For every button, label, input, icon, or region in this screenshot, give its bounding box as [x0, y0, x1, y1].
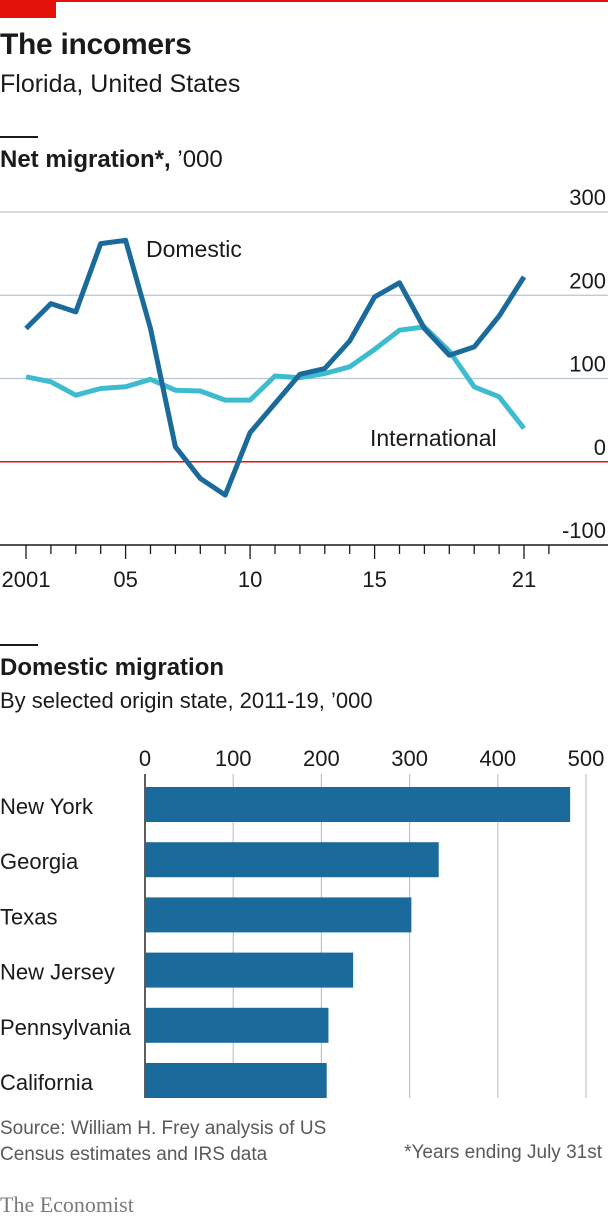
top-red-line	[0, 0, 608, 2]
x-tick-label: 21	[512, 567, 536, 592]
bar-chart-title: Domestic migration	[0, 654, 225, 681]
line-chart-series-labels: Domestic International	[146, 236, 497, 451]
line-chart-title-bold: Net migration*,	[0, 146, 171, 173]
bar	[145, 897, 412, 933]
bar	[145, 1007, 329, 1043]
x-tick-label: 300	[391, 746, 428, 771]
bar-chart-grid	[144, 774, 587, 1098]
bar-chart-x-tick-labels: 0 100 200 300 400 500	[139, 746, 604, 771]
line-chart-series	[24, 237, 527, 498]
source-note: Source: William H. Frey analysis of US C…	[0, 1118, 327, 1165]
chart-subtitle: Florida, United States	[0, 70, 241, 98]
series-line-international	[25, 324, 526, 430]
bar	[145, 1063, 327, 1098]
line-chart-x-axis: 2001 05 10 15 21	[2, 545, 550, 592]
line-chart-title: Net migration*, ’000	[0, 146, 223, 174]
x-tick-label: 2001	[2, 567, 51, 592]
section-rule-line-chart	[0, 136, 38, 138]
x-tick-label: 400	[479, 746, 516, 771]
economist-logo: The Economist	[0, 1192, 134, 1217]
category-label: California	[0, 1070, 94, 1095]
bar-chart-subtitle: By selected origin state, 2011-19, ’000	[0, 688, 373, 713]
brand-red-tag	[0, 0, 56, 18]
bar	[145, 842, 439, 878]
bar-chart-bars	[145, 787, 571, 1098]
y-tick-label: 100	[569, 352, 606, 377]
line-chart-y-tick-labels: -100 0 100 200 300	[562, 185, 606, 543]
x-tick-label: 0	[139, 746, 151, 771]
bar-chart: 0 100 200 300 400 500 New YorkGeorgiaTexasNew…	[0, 746, 604, 1098]
x-tick-label: 500	[568, 746, 605, 771]
category-label: Georgia	[0, 849, 79, 874]
section-rule-bar-chart	[0, 644, 38, 646]
x-tick-label: 200	[303, 746, 340, 771]
line-chart-title-unit: ’000	[170, 146, 223, 173]
series-label-domestic: Domestic	[146, 236, 242, 262]
category-label: New York	[0, 794, 94, 819]
category-label: Pennsylvania	[0, 1015, 132, 1040]
bar	[145, 787, 571, 822]
category-label: Texas	[0, 904, 57, 929]
y-tick-label: -100	[562, 518, 606, 543]
x-tick-label: 10	[238, 567, 262, 592]
x-tick-label: 05	[113, 567, 137, 592]
category-label: New Jersey	[0, 960, 115, 985]
bar-chart-category-labels: New York Georgia Texas New Jersey Pennsylvan…	[0, 794, 132, 1095]
y-tick-label: 300	[569, 185, 606, 210]
series-line-domestic	[24, 237, 527, 498]
bar	[145, 952, 354, 988]
y-tick-label: 200	[569, 268, 606, 293]
x-tick-label: 15	[362, 567, 386, 592]
footnote: *Years ending July 31st	[404, 1142, 602, 1163]
series-label-international: International	[370, 425, 497, 451]
chart-title: The incomers	[0, 28, 192, 61]
line-chart: -100 0 100 200 300 2001 05 10 15 21 Domestic Inte…	[0, 185, 608, 592]
y-tick-label: 0	[594, 435, 606, 460]
x-tick-label: 100	[215, 746, 252, 771]
